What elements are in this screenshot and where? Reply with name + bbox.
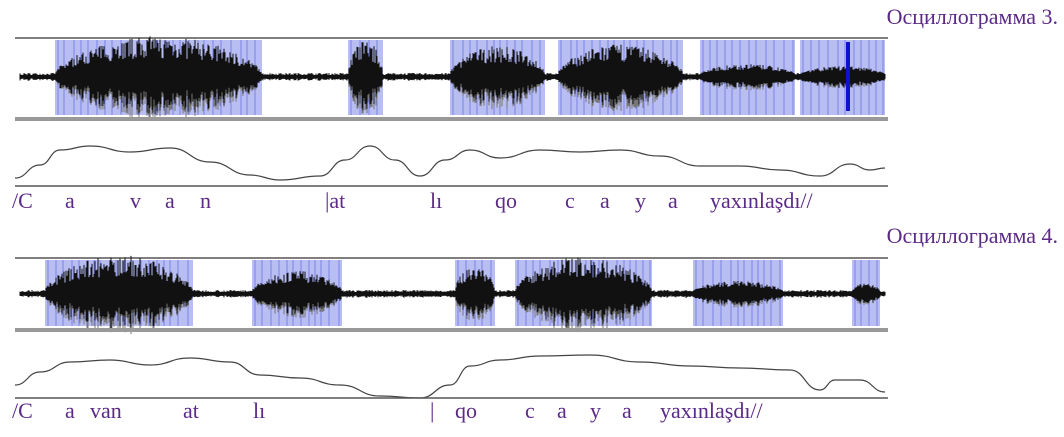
waveform bbox=[19, 255, 886, 330]
transcription-token: a bbox=[668, 188, 678, 213]
transcription-token: n bbox=[200, 188, 211, 213]
transcription-token: /C bbox=[12, 398, 33, 423]
figure-title: Осциллограмма 4. bbox=[887, 223, 1058, 248]
transcription-token: a bbox=[600, 188, 610, 213]
figure-title: Осциллограмма 3. bbox=[887, 4, 1058, 29]
oscillogram: Осциллограмма 3./C a v a n |at lı qo c a y a yaxınla… bbox=[12, 4, 1058, 213]
transcription-token: qo bbox=[455, 398, 477, 423]
transcription-token: yaxınlaşdı// bbox=[660, 398, 764, 423]
transcription-token: /C bbox=[12, 188, 33, 213]
transcription-token: a bbox=[165, 188, 175, 213]
transcription-token: lı bbox=[253, 398, 265, 423]
transcription-token: a bbox=[622, 398, 632, 423]
transcription-token: c bbox=[565, 188, 575, 213]
transcription-token: c bbox=[525, 398, 535, 423]
transcription-token: |at bbox=[325, 188, 345, 213]
transcription-token: y bbox=[635, 188, 646, 213]
transcription-token: qo bbox=[495, 188, 517, 213]
transcription-token: a bbox=[65, 398, 75, 423]
oscillogram: Осциллограмма 4./C a van at lı | qo c a y a yaxınla… bbox=[12, 223, 1058, 423]
transcription-token: yaxınlaşdı// bbox=[710, 188, 814, 213]
panel-bottom bbox=[15, 328, 888, 332]
intensity-contour bbox=[14, 354, 886, 399]
transcription-token: y bbox=[590, 398, 601, 423]
intensity-contour bbox=[14, 145, 886, 181]
transcription-token: a bbox=[557, 398, 567, 423]
transcription-token: a bbox=[65, 188, 75, 213]
waveform bbox=[19, 36, 886, 114]
transcription-token: lı bbox=[430, 188, 442, 213]
transcription-token: v bbox=[130, 188, 141, 213]
transcription-token: | bbox=[430, 398, 434, 423]
transcription-token: at bbox=[183, 398, 199, 423]
panel-bottom bbox=[15, 117, 888, 121]
transcription-token: van bbox=[90, 398, 122, 423]
